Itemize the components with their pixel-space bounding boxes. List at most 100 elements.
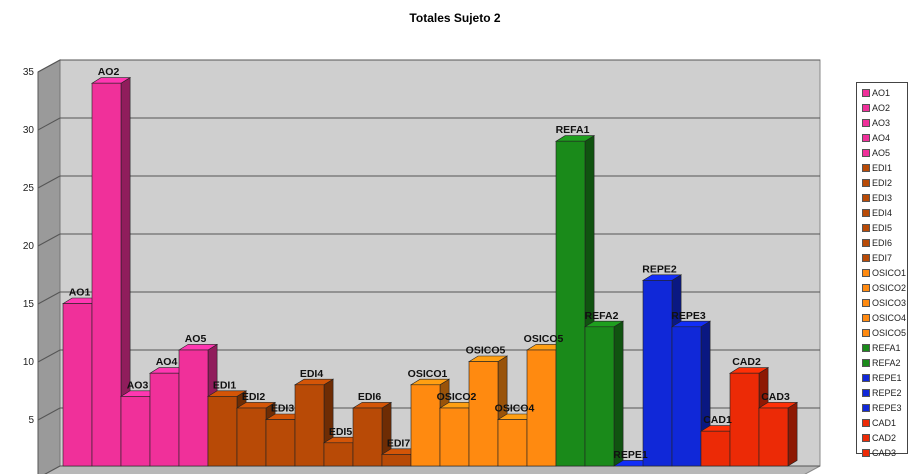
bar-front — [440, 408, 469, 466]
legend-item: CAD3 — [857, 445, 907, 460]
data-label: AO3 — [127, 379, 149, 391]
legend-swatch — [862, 254, 870, 262]
bar-front — [672, 327, 701, 466]
data-label: EDI5 — [329, 426, 353, 438]
legend-label: EDI3 — [872, 193, 892, 203]
data-label: CAD3 — [761, 391, 790, 403]
bar-front — [179, 350, 208, 466]
data-label: REFA2 — [585, 310, 619, 322]
chart-side-wall — [38, 60, 60, 474]
bar-front — [556, 141, 585, 466]
data-label: EDI6 — [358, 391, 382, 403]
data-label: CAD1 — [703, 414, 732, 426]
data-label: AO5 — [185, 333, 207, 345]
bar-front — [730, 373, 759, 466]
legend-label: REFA1 — [872, 343, 901, 353]
data-label: REPE2 — [642, 263, 677, 275]
bar-front — [469, 362, 498, 466]
data-label: OSICO4 — [495, 403, 535, 415]
legend-item: REPE1 — [857, 370, 907, 385]
legend-swatch — [862, 299, 870, 307]
legend-label: CAD1 — [872, 418, 896, 428]
legend-label: EDI7 — [872, 253, 892, 263]
legend-label: CAD2 — [872, 433, 896, 443]
y-tick-label: 35 — [23, 67, 35, 78]
bar-front — [498, 420, 527, 466]
bar-front — [324, 443, 353, 466]
bar-CAD3 — [759, 402, 797, 466]
legend-item: AO2 — [857, 100, 907, 115]
legend-item: OSICO5 — [857, 325, 907, 340]
legend-label: EDI5 — [872, 223, 892, 233]
data-label: OSICO2 — [437, 391, 477, 403]
bar-front — [643, 280, 672, 466]
legend-swatch — [862, 89, 870, 97]
bar-front — [382, 454, 411, 466]
legend-label: AO2 — [872, 103, 890, 113]
legend-label: OSICO4 — [872, 313, 906, 323]
legend-swatch — [862, 344, 870, 352]
legend-label: EDI6 — [872, 238, 892, 248]
legend-label: CAD3 — [872, 448, 896, 458]
legend-swatch — [862, 239, 870, 247]
data-label: AO4 — [156, 356, 178, 368]
legend-swatch — [862, 359, 870, 367]
legend-label: AO4 — [872, 133, 890, 143]
legend-item: EDI5 — [857, 220, 907, 235]
legend-item: EDI4 — [857, 205, 907, 220]
legend-label: OSICO1 — [872, 268, 906, 278]
legend-label: OSICO5 — [872, 328, 906, 338]
legend-item: OSICO2 — [857, 280, 907, 295]
chart-legend: AO1 AO2 AO3 AO4 AO5 EDI1 EDI2 EDI3 EDI4 EDI5 EDI6 E… — [856, 82, 908, 454]
legend-item: OSICO1 — [857, 265, 907, 280]
y-tick-label: 15 — [23, 299, 35, 310]
legend-item: EDI1 — [857, 160, 907, 175]
legend-swatch — [862, 149, 870, 157]
data-label: EDI3 — [271, 403, 295, 415]
bar-front — [121, 396, 150, 466]
data-label: REFA1 — [556, 124, 590, 136]
bar-front — [295, 385, 324, 466]
data-label: REPE1 — [613, 449, 648, 461]
legend-swatch — [862, 434, 870, 442]
bar-front — [266, 420, 295, 466]
bar-front — [411, 385, 440, 466]
bar-front — [759, 408, 788, 466]
data-label: EDI2 — [242, 391, 266, 403]
bar-REFA2 — [585, 321, 623, 466]
legend-item: EDI3 — [857, 190, 907, 205]
data-label: EDI4 — [300, 368, 324, 380]
bar-front — [585, 327, 614, 466]
legend-item: CAD2 — [857, 430, 907, 445]
legend-label: OSICO3 — [872, 298, 906, 308]
bar-side — [788, 402, 797, 466]
y-tick-label: 10 — [23, 357, 35, 368]
data-label: EDI1 — [213, 379, 237, 391]
chart-floor — [38, 466, 820, 474]
legend-label: REPE3 — [872, 403, 902, 413]
legend-item: REPE2 — [857, 385, 907, 400]
legend-swatch — [862, 449, 870, 457]
legend-label: EDI2 — [872, 178, 892, 188]
data-label: REPE3 — [671, 310, 706, 322]
data-label: OSICO5 — [524, 333, 564, 345]
y-tick-label: 25 — [23, 183, 35, 194]
legend-swatch — [862, 194, 870, 202]
bar-front — [208, 396, 237, 466]
data-label: CAD2 — [732, 356, 761, 368]
legend-swatch — [862, 269, 870, 277]
bar-front — [353, 408, 382, 466]
legend-swatch — [862, 419, 870, 427]
legend-item: OSICO3 — [857, 295, 907, 310]
legend-swatch — [862, 329, 870, 337]
legend-swatch — [862, 284, 870, 292]
legend-label: EDI1 — [872, 163, 892, 173]
bar-front — [150, 373, 179, 466]
bar-front — [237, 408, 266, 466]
y-tick-label: 5 — [28, 415, 34, 426]
data-label: AO2 — [98, 66, 120, 78]
legend-label: REPE1 — [872, 373, 902, 383]
legend-label: EDI4 — [872, 208, 892, 218]
legend-label: AO3 — [872, 118, 890, 128]
